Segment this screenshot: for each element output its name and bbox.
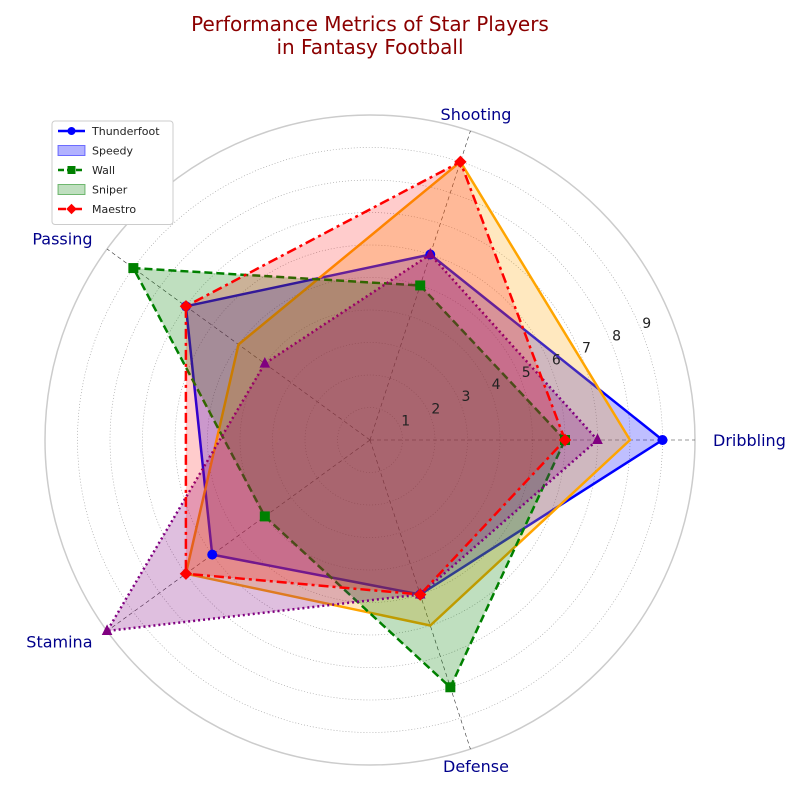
radar-series: [105, 160, 664, 689]
r-tick-label: 8: [612, 328, 621, 344]
legend-label-wall: Wall: [92, 164, 115, 177]
series-4-point-defense: [414, 588, 427, 601]
legend-marker-wall: [67, 166, 76, 174]
series-area-1: [185, 161, 630, 626]
r-tick-label: 5: [522, 365, 531, 381]
r-tick-label: 1: [401, 414, 410, 430]
series-0-point-stamina: [207, 549, 218, 560]
series-4-point-shooting: [454, 155, 467, 169]
series-area-4: [185, 161, 565, 595]
series-line-1: [184, 160, 632, 627]
legend-marker-maestro: [66, 203, 77, 215]
series-3-point-stamina: [101, 624, 113, 636]
spoke-stamina: [106, 439, 371, 632]
legend-label-thunderfoot: Thunderfoot: [91, 125, 160, 138]
series-2-point-defense: [445, 682, 456, 693]
legend-label-sniper: Sniper: [92, 184, 128, 197]
legend-frame: [51, 120, 174, 225]
series-4-point-stamina: [179, 567, 193, 580]
series-2-point-stamina: [259, 511, 270, 522]
series-4-point-passing: [179, 300, 193, 313]
axis-label-stamina: Stamina: [26, 633, 92, 652]
axis-label-shooting: Shooting: [441, 105, 512, 124]
legend-patch-sniper: [57, 184, 86, 195]
series-3-point-dribbling: [592, 433, 603, 444]
r-tick-label: 6: [552, 353, 561, 369]
radar-markers: [101, 155, 668, 693]
grid-ring-1: [337, 407, 403, 473]
r-tick-label: 4: [492, 377, 501, 393]
series-3-point-passing: [259, 356, 271, 368]
series-line-0: [184, 253, 664, 596]
series-line-2: [132, 266, 567, 689]
r-tick-label: 2: [431, 401, 440, 417]
series-2-point-shooting: [415, 280, 426, 291]
series-2-point-passing: [128, 263, 139, 274]
legend: Thunderfoot Speedy Wall Sniper Maestro: [51, 120, 174, 225]
legend-patch-speedy: [57, 145, 86, 156]
series-line-4: [184, 160, 567, 596]
series-area-2: [133, 268, 565, 688]
series-4-point-dribbling: [558, 433, 572, 447]
axis-label-defense: Defense: [443, 757, 509, 776]
legend-label-maestro: Maestro: [92, 203, 136, 216]
series-3-point-shooting: [424, 247, 436, 259]
series-area-3: [107, 254, 598, 631]
series-0-point-dribbling: [657, 435, 668, 445]
chart-title-line-2: in Fantasy Football: [276, 35, 463, 59]
legend-marker-thunderfoot: [67, 127, 76, 135]
series-area-0: [185, 254, 663, 595]
grid-ring-3: [272, 342, 468, 538]
axis-label-passing: Passing: [32, 229, 92, 248]
r-tick-label: 3: [462, 389, 471, 405]
r-tick-label: 9: [642, 316, 651, 332]
legend-label-speedy: Speedy: [92, 145, 133, 158]
chart-title-line-1: Performance Metrics of Star Players: [191, 12, 549, 36]
radar-labels: 1 2 3 4 5 6 7 8 9 Dribbling Shooting Passing Stamina…: [26, 105, 786, 776]
axis-label-dribbling: Dribbling: [713, 431, 786, 450]
r-tick-label: 7: [582, 341, 591, 357]
